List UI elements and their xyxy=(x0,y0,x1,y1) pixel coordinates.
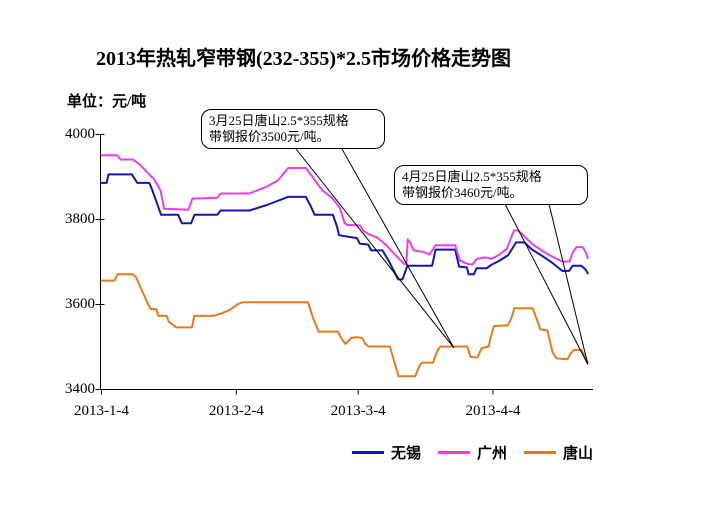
legend-line-swatch xyxy=(438,451,471,454)
legend-item-唐山: 唐山 xyxy=(524,442,593,463)
callout-leader-line xyxy=(341,148,455,349)
callout-text-line: 带钢报价3460元/吨。 xyxy=(402,185,523,200)
legend-label: 唐山 xyxy=(563,446,594,462)
y-axis-tick-label: 3600 xyxy=(65,296,95,312)
x-axis-tick-label: 2013-2-4 xyxy=(208,403,264,419)
callout-leader-line xyxy=(504,203,589,365)
x-axis-tick-label: 2013-3-4 xyxy=(330,403,386,419)
y-axis-tick-label: 3800 xyxy=(65,211,95,227)
series-line-广州 xyxy=(100,154,589,266)
callout-leader-line xyxy=(295,148,455,349)
unit-label: 单位：元/吨 xyxy=(67,94,147,110)
legend-line-swatch xyxy=(524,451,557,454)
y-axis-tick-label: 3400 xyxy=(65,381,95,397)
chart-title: 2013年热轧窄带钢(232-355)*2.5市场价格走势图 xyxy=(96,48,511,70)
chart-legend: 无锡 广州 唐山 xyxy=(352,442,593,463)
x-axis-tick-label: 2013-4-4 xyxy=(465,403,521,419)
series-line-唐山 xyxy=(100,273,589,378)
legend-label: 广州 xyxy=(477,446,508,462)
legend-label: 无锡 xyxy=(391,446,422,462)
callout-text-line: 4月25日唐山2.5*355规格 xyxy=(402,169,542,184)
legend-item-无锡: 无锡 xyxy=(352,442,421,463)
callout-annotation-april: 4月25日唐山2.5*355规格 带钢报价3460元/吨。 xyxy=(394,165,588,205)
callout-text-line: 3月25日唐山2.5*355规格 xyxy=(209,113,349,128)
x-axis-tick-label: 2013-1-4 xyxy=(74,403,129,419)
callout-leader-line xyxy=(548,203,589,365)
y-axis-tick-label: 4000 xyxy=(65,126,95,142)
legend-item-广州: 广州 xyxy=(438,442,507,463)
callout-text-line: 带钢报价3500元/吨。 xyxy=(209,129,330,144)
legend-line-swatch xyxy=(352,451,384,454)
callout-annotation-march: 3月25日唐山2.5*355规格 带钢报价3500元/吨。 xyxy=(201,109,385,149)
